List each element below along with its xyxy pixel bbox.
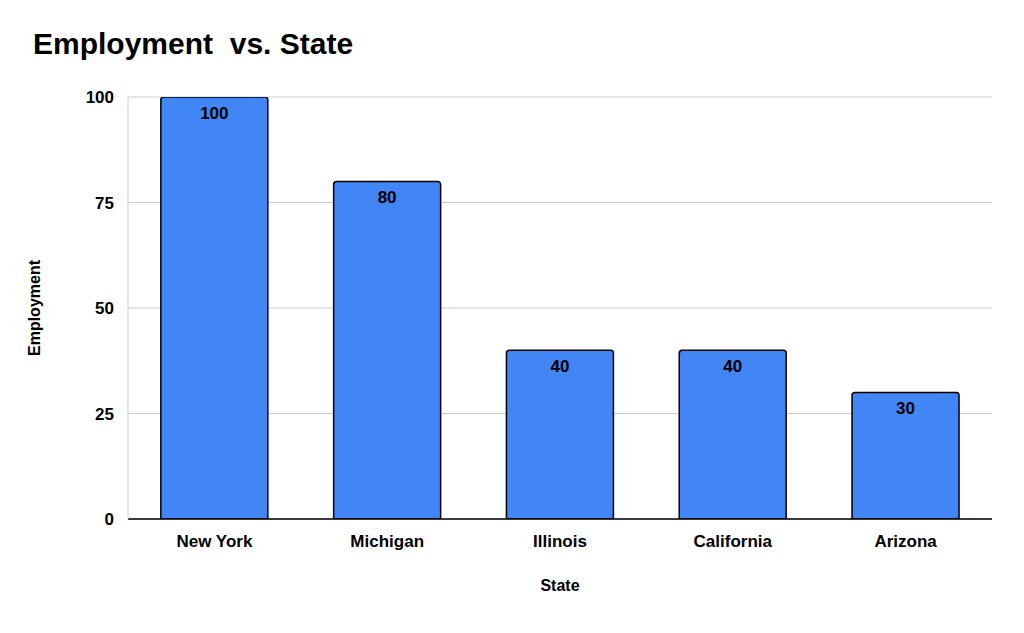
svg-text:New York: New York	[176, 532, 252, 551]
html-text:Employment vs. State: Employment vs. State	[33, 27, 354, 60]
svg-text:30: 30	[896, 399, 915, 418]
svg-text:Michigan: Michigan	[350, 532, 424, 551]
svg-text:80: 80	[378, 188, 397, 207]
svg-text:50: 50	[95, 299, 114, 318]
svg-text:California: California	[694, 532, 773, 551]
svg-text:100: 100	[86, 88, 114, 107]
svg-text:Arizona: Arizona	[874, 532, 937, 551]
svg-text:Illinois: Illinois	[533, 532, 587, 551]
svg-text:25: 25	[95, 405, 114, 424]
svg-text:40: 40	[550, 357, 569, 376]
svg-text:State: State	[540, 577, 579, 594]
svg-text:75: 75	[95, 194, 114, 213]
svg-text:Employment: Employment	[26, 259, 43, 356]
svg-text:100: 100	[200, 104, 228, 123]
svg-text:0: 0	[105, 510, 114, 529]
svg-text:40: 40	[723, 357, 742, 376]
